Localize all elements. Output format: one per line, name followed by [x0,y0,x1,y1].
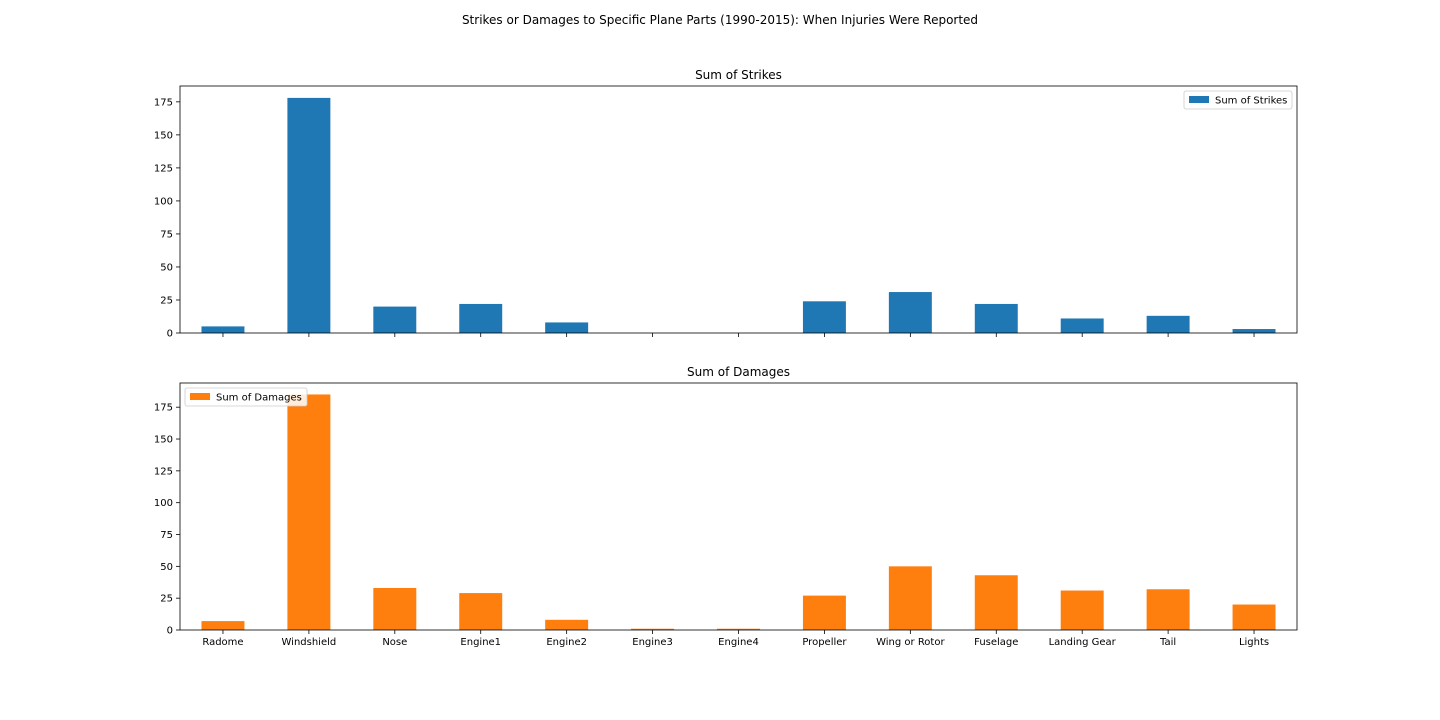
y-tick-label: 50 [160,562,173,573]
x-tick-label-engine2: Engine2 [546,637,587,648]
x-tick-label-engine4: Engine4 [718,637,759,648]
plot-frame [179,85,1298,334]
bar-tail [1146,589,1190,630]
legend: Sum of Strikes [1183,90,1293,110]
bar-propeller [802,301,846,333]
y-tick-label: 150 [154,130,173,141]
legend: Sum of Damages [184,387,308,407]
chart-title: Sum of Strikes [695,68,782,82]
chart-title: Sum of Damages [687,365,790,379]
bar-engine4 [717,628,760,630]
bar-fuselage [974,303,1018,333]
bar-engine1 [459,593,503,630]
y-tick-label: 25 [160,594,173,605]
x-tick-label-engine3: Engine3 [632,637,673,648]
bar-landing-gear [1060,590,1104,630]
bar-nose [373,306,417,333]
y-tick-label: 175 [154,403,173,414]
bar-wing-or-rotor [888,292,932,333]
x-tick-label-lights: Lights [1239,637,1269,648]
chart-sum-of-damages: Sum of Damages 0 25 50 75 100 125 150 175 Radome W… [154,365,1298,648]
bar-nose [373,587,417,630]
bar-lights [1232,329,1276,333]
y-tick-label: 0 [167,626,173,637]
x-tick-label-propeller: Propeller [802,637,847,648]
chart-sum-of-strikes: Sum of Strikes 0 25 50 75 100 125 150 175 Sum of … [154,68,1298,340]
bar-landing-gear [1060,318,1104,333]
y-tick-label: 0 [167,329,173,340]
legend-swatch [1189,96,1209,103]
legend-box [1183,90,1293,110]
bar-fuselage [974,575,1018,630]
bar-engine2 [545,322,589,333]
x-tick-label-landing-gear: Landing Gear [1049,637,1117,648]
bar-engine1 [459,303,503,333]
x-tick-label-fuselage: Fuselage [974,637,1018,648]
y-tick-label: 150 [154,435,173,446]
legend-box [184,387,308,407]
bar-propeller [802,595,846,630]
y-tick-label: 125 [154,466,173,477]
x-tick-label-engine1: Engine1 [460,637,501,648]
legend-label: Sum of Damages [216,393,302,404]
bar-windshield [287,394,331,630]
y-tick-label: 125 [154,163,173,174]
bar-radome [201,621,245,630]
x-tick-label-wing-or-rotor: Wing or Rotor [876,637,945,648]
x-tick-label-nose: Nose [382,637,407,648]
plot-frame [179,382,1298,631]
bar-wing-or-rotor [888,566,932,630]
bar-windshield [287,97,331,334]
y-tick-label: 100 [154,196,173,207]
legend-swatch [190,393,210,400]
x-tick-label-windshield: Windshield [282,637,337,648]
y-tick-label: 175 [154,97,173,108]
y-tick-label: 75 [160,530,173,541]
bar-engine2 [545,619,589,630]
figure-suptitle: Strikes or Damages to Specific Plane Par… [462,13,978,27]
y-tick-label: 50 [160,262,173,273]
x-tick-label-tail: Tail [1159,637,1176,648]
legend-label: Sum of Strikes [1215,96,1287,107]
bar-tail [1146,315,1190,333]
x-tick-label-radome: Radome [202,637,243,648]
bar-engine3 [631,628,675,630]
y-tick-label: 100 [154,498,173,509]
bar-lights [1232,604,1276,630]
y-tick-label: 75 [160,229,173,240]
bar-radome [201,326,245,333]
y-tick-label: 25 [160,295,173,306]
